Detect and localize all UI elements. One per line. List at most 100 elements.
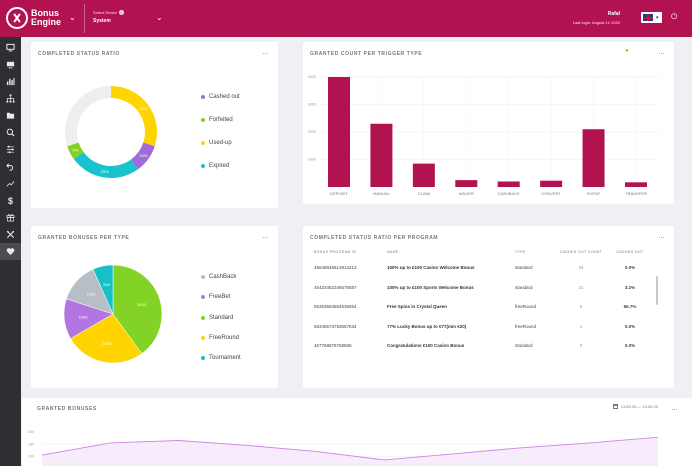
table-row[interactable]: 45423462346576587 100% up to £100 Sports… [314, 278, 659, 298]
donut-slice-remaining[interactable] [65, 86, 111, 147]
status-ratio-more-button[interactable]: ... [262, 50, 269, 56]
sliders-icon[interactable] [0, 141, 21, 158]
legend-item-freeround[interactable]: FreeRound [201, 328, 241, 348]
undo-icon[interactable] [0, 158, 21, 175]
table-row[interactable]: 467768878768568 Congratulations €100 Cas… [314, 336, 659, 356]
cell-name: 100% up to £100 Sports Welcome Bonus [387, 284, 474, 290]
language-selector[interactable]: ▾ [641, 12, 662, 23]
status-ratio-title: COMPLETED STATUS RATIO [38, 51, 120, 57]
legend-label: FreeRound [209, 335, 240, 342]
info-icon[interactable]: ? [118, 10, 124, 15]
pie-slice-standard[interactable] [112, 264, 163, 354]
cell-ratio: 0.0% [624, 323, 636, 329]
bar-cashback[interactable] [497, 181, 520, 188]
power-icon[interactable]: ⏻ [671, 12, 678, 21]
language-chevron-down-icon: ▾ [656, 14, 659, 21]
dollar-icon[interactable]: $ [0, 192, 21, 209]
gift-icon[interactable] [0, 209, 21, 226]
trigger-count-title: GRANTED COUNT PER TRIGGER TYPE [310, 51, 423, 57]
search-icon[interactable] [0, 124, 21, 141]
granted-bonuses-card: GRANTED BONUSES 13.05.20 — 13.06.20 ... … [22, 398, 692, 466]
pie-slice-label: 2000 [102, 341, 112, 346]
trigger-count-more-button[interactable]: ... [658, 50, 665, 56]
x-tick-label: CLAIM [418, 191, 430, 196]
y-tick-label: 200 [28, 430, 34, 434]
legend-dot [201, 275, 205, 280]
bonuses-per-type-more-button[interactable]: ... [262, 234, 269, 240]
column-header-cashed-out-count[interactable]: CASHED OUT COUNT [559, 250, 603, 254]
legend-dot [201, 295, 205, 300]
cell-id: 46648848513813213 [314, 265, 357, 271]
pie-slice-label: 500 [103, 282, 110, 287]
column-header-id[interactable]: BONUS PROGRAM ID [314, 250, 357, 254]
donut-slice-forfeited[interactable] [67, 142, 84, 160]
table-row[interactable]: 65363563554635654 Free Spins in Crystal … [314, 297, 659, 317]
trend-icon[interactable] [0, 175, 21, 192]
column-header-name[interactable]: NAME [387, 250, 399, 254]
realm-selector[interactable]: Select Realm ? System [93, 10, 124, 24]
donut-slice-cashed-out[interactable] [130, 142, 155, 170]
chevron-down-icon[interactable]: ⌄ [69, 13, 76, 22]
x-tick-label: TRANSFER [625, 191, 647, 196]
legend-item-tournament[interactable]: Tournament [201, 348, 241, 368]
calendar-icon [612, 404, 618, 409]
column-header-type[interactable]: TYPE [515, 250, 526, 254]
y-tick-label: 100 [28, 454, 34, 458]
legend-item-freebet[interactable]: FreeBet [201, 287, 241, 307]
table-row[interactable]: 46648848513813213 100% up to £100 Casino… [314, 258, 659, 278]
donut-slice-label: 10% [139, 153, 147, 158]
bar-convert[interactable] [540, 180, 563, 187]
legend-item-standard[interactable]: Standard [201, 308, 241, 328]
realm-chevron-down-icon[interactable]: ⌄ [156, 13, 163, 22]
bar-chart-icon[interactable] [0, 73, 21, 90]
granted-bonuses-more-button[interactable]: ... [671, 406, 678, 412]
legend-label: Used-up [209, 139, 232, 146]
cell-id: 45423462346576587 [314, 284, 357, 290]
hierarchy-icon[interactable] [0, 90, 21, 107]
legend-item-expired[interactable]: Expired [201, 154, 240, 177]
pie-slice-tournament[interactable] [92, 264, 114, 315]
legend-item-used-up[interactable]: Used-up [201, 131, 240, 154]
cell-name: Free Spins in Crystal Queen [387, 304, 448, 310]
legend-dot [201, 336, 205, 341]
cell-count: 31 [578, 284, 584, 290]
heart-icon[interactable] [0, 243, 21, 260]
table-scrollbar[interactable] [656, 276, 658, 305]
desktop-icon[interactable] [0, 39, 21, 56]
program-table-more-button[interactable]: ... [658, 234, 665, 240]
donut-slice-label: 25% [101, 169, 109, 174]
cell-count: 1 [579, 323, 583, 329]
y-tick-label: 4000 [308, 75, 316, 79]
x-tick-label: CASHBACK [498, 191, 520, 196]
logo-icon [6, 7, 28, 29]
pie-slice-freeround[interactable] [70, 313, 143, 364]
bar-wager[interactable] [455, 180, 478, 187]
bar-deposit[interactable] [328, 77, 350, 187]
pie-slice-label: 1000 [86, 291, 96, 296]
donut-slice-label: 5% [72, 148, 78, 153]
bonuses-per-type-title: GRANTED BONUSES PER TYPE [38, 235, 130, 241]
bar-manual[interactable] [370, 123, 393, 187]
logo[interactable]: Bonus Engine [6, 7, 61, 29]
area-line[interactable] [41, 436, 659, 461]
cell-name: 77% Lucky Bonus up to €77(min €20) [387, 323, 467, 329]
folder-icon[interactable] [0, 107, 21, 124]
sidebar: $ [0, 37, 21, 466]
legend-item-forfeited[interactable]: Forfeited [201, 108, 240, 131]
cell-id: 467768878768568 [314, 343, 352, 349]
bar-event[interactable] [582, 129, 605, 187]
legend-item-cashed-out[interactable]: Cashed out [201, 85, 240, 108]
donut-slice-expired[interactable] [73, 151, 139, 178]
column-header-cashed-out[interactable]: CASHED OUT [616, 250, 644, 254]
bonuses-per-type-card: GRANTED BONUSES PER TYPE ... 3000 2000 100… [31, 226, 278, 388]
x-tick-label: EVENT [587, 191, 601, 196]
table-row[interactable]: 56346573753657634 77% Lucky Bonus up to … [314, 317, 659, 337]
tools-icon[interactable] [0, 226, 21, 243]
monitor-icon[interactable] [0, 56, 21, 73]
date-range-picker[interactable]: 13.05.20 — 13.06.20 [612, 404, 658, 409]
status-ratio-donut: 30% 10% 25% 5% [65, 86, 157, 178]
legend-item-cashback[interactable]: CashBack [201, 267, 241, 287]
donut-slice-used-up[interactable] [111, 86, 157, 147]
bar-claim[interactable] [412, 163, 435, 187]
bar-transfer[interactable] [624, 182, 647, 187]
